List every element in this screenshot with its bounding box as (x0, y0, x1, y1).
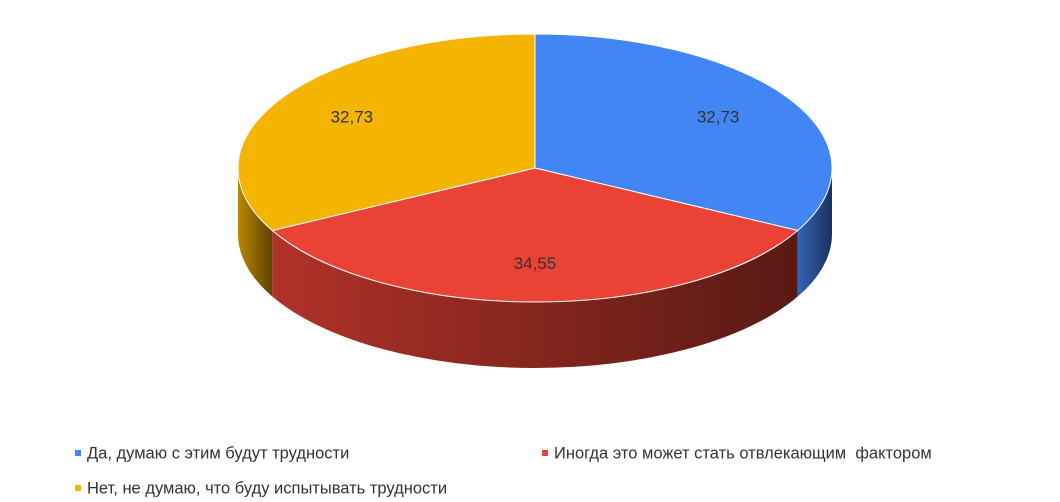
pie-tops (237, 33, 833, 303)
slice (534, 33, 833, 232)
data-label: 32,73 (331, 108, 374, 127)
legend-label: Нет, не думаю, что буду испытывать трудн… (87, 479, 447, 497)
slice-side (272, 230, 798, 368)
legend-marker (75, 450, 81, 456)
legend-label: Да, думаю с этим будут трудности (87, 444, 349, 462)
data-label: 34,55 (514, 254, 557, 273)
legend-marker (75, 485, 81, 491)
slice (237, 33, 536, 232)
legend-marker (542, 450, 548, 456)
data-labels: 32,73 34,55 32,73 (331, 108, 740, 273)
legend: Да, думаю с этим будут трудности Иногда э… (75, 444, 932, 497)
data-label: 32,73 (697, 108, 740, 127)
slice (271, 167, 799, 303)
legend-label: Иногда это может стать отвлекающим факто… (554, 444, 932, 462)
